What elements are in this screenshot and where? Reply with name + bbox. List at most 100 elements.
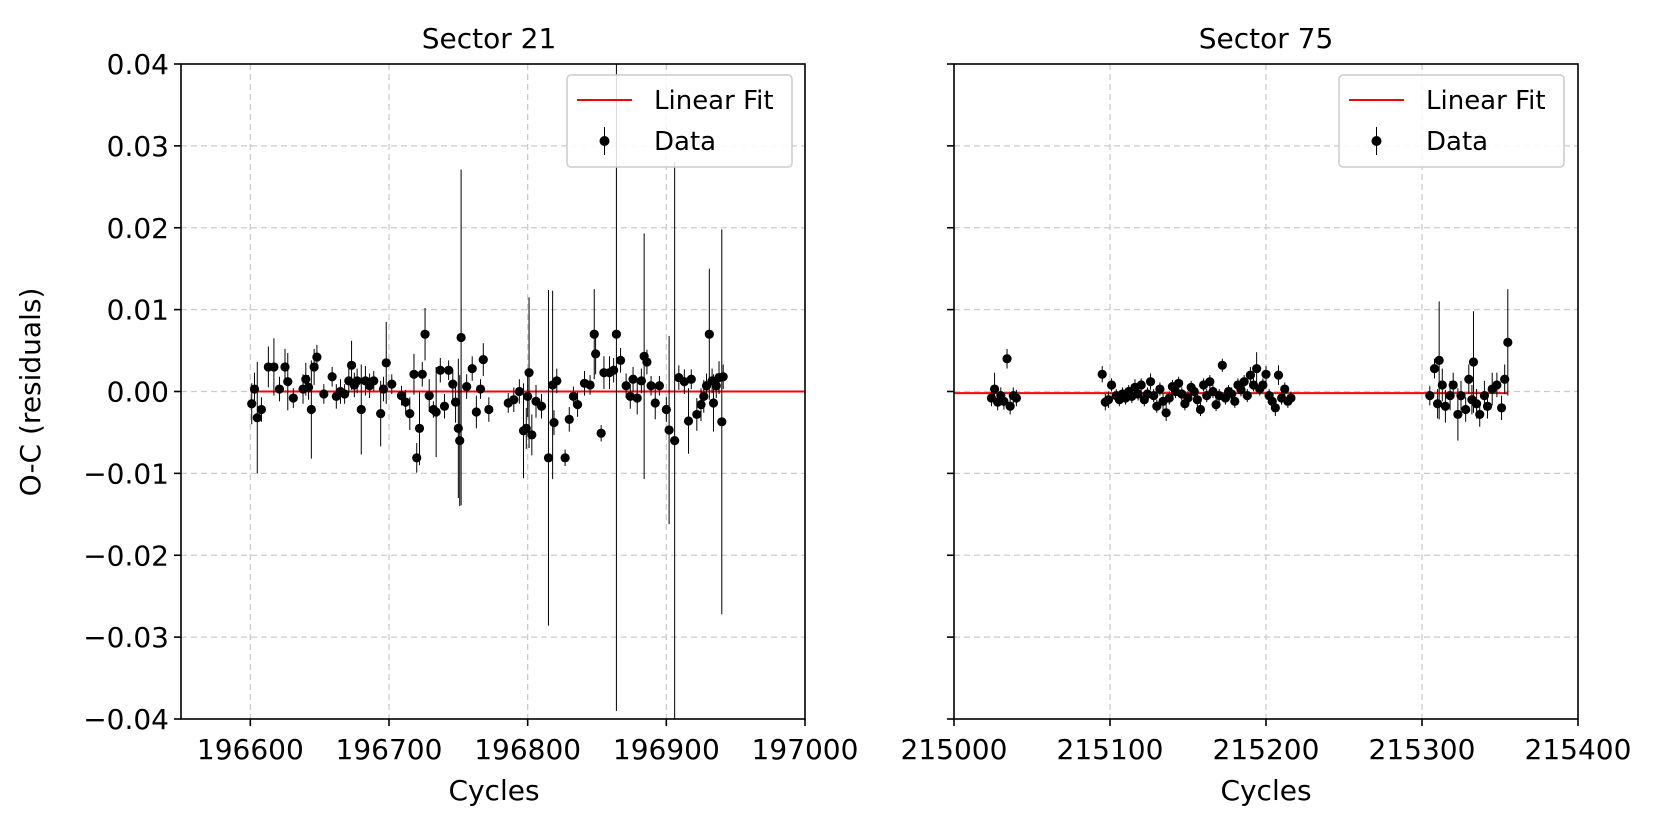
data-point [405, 409, 415, 419]
data-point [409, 369, 419, 379]
data-point [1245, 370, 1255, 380]
data-point [1133, 389, 1143, 399]
data-point [319, 389, 329, 399]
data-point [1453, 409, 1463, 420]
data-point [478, 354, 488, 365]
data-point [1500, 374, 1510, 384]
legend-data-marker [599, 136, 610, 146]
x-tick-label: 197000 [752, 733, 859, 766]
data-point [1270, 403, 1280, 413]
y-tick-label: −0.04 [83, 703, 169, 736]
data-point [1155, 384, 1165, 394]
y-tick-label: 0.00 [107, 376, 169, 409]
data-point [381, 358, 391, 368]
data-point [699, 391, 709, 402]
data-point [596, 428, 606, 438]
legend-data-label: Data [654, 127, 716, 157]
data-point [475, 384, 486, 394]
data-point [1103, 395, 1114, 405]
data-point [514, 386, 524, 397]
data-point [1236, 385, 1246, 395]
x-tick-label: 215400 [1525, 733, 1632, 766]
data-point [589, 329, 599, 339]
data-point [1239, 377, 1249, 387]
data-point [679, 377, 689, 387]
data-point [1496, 403, 1507, 413]
data-point [417, 369, 427, 379]
x-tick-label: 196700 [336, 733, 443, 766]
legend-box [566, 74, 793, 168]
data-point [1437, 380, 1447, 390]
data-point [686, 374, 696, 384]
data-point [1145, 377, 1156, 387]
data-point [560, 453, 570, 463]
data-point [989, 384, 1000, 394]
x-tick-label: 215100 [1057, 733, 1164, 766]
data-point [456, 332, 466, 343]
data-point [621, 381, 631, 391]
data-point [1195, 404, 1206, 415]
data-point [1152, 401, 1162, 411]
data-point [462, 381, 472, 392]
data-point [369, 376, 379, 386]
data-point [1464, 374, 1474, 384]
data-point [312, 352, 322, 362]
legend-linear-fit-label: Linear Fit [1426, 86, 1546, 116]
data-point [269, 362, 279, 372]
data-point [448, 379, 458, 389]
data-point [568, 391, 579, 402]
data-point [1230, 396, 1240, 406]
data-point [439, 401, 450, 411]
data-point [346, 360, 357, 370]
panel-title: Sector 75 [1199, 22, 1334, 55]
y-tick-label: 0.03 [107, 130, 169, 163]
data-point [412, 453, 422, 463]
data-point [356, 404, 366, 415]
data-point [1280, 384, 1290, 394]
data-point [591, 349, 601, 359]
data-point [625, 391, 635, 402]
x-tick-label: 196900 [613, 733, 720, 766]
data-point [484, 404, 494, 415]
data-point [524, 368, 534, 378]
data-point [1217, 360, 1227, 370]
data-point [1242, 390, 1252, 401]
legend-linear-fit-label: Linear Fit [654, 86, 774, 116]
data-point [1002, 354, 1012, 364]
data-point [396, 390, 407, 401]
data-point [1273, 370, 1284, 380]
x-tick-label: 196600 [197, 733, 304, 766]
data-point [249, 384, 260, 394]
data-point [435, 365, 445, 375]
data-point [431, 407, 441, 417]
data-point [632, 393, 642, 403]
data-point [708, 398, 719, 408]
y-tick-label: −0.03 [83, 621, 169, 654]
data-point [683, 416, 694, 426]
legend: Linear Fit Data [1338, 74, 1565, 168]
data-point [1456, 390, 1466, 401]
data-point [256, 404, 267, 415]
data-point [252, 413, 262, 423]
data-point [509, 395, 519, 405]
data-point [306, 404, 316, 415]
data-point [1433, 399, 1443, 409]
data-point [664, 425, 674, 435]
data-point [453, 423, 463, 433]
data-point [1448, 380, 1458, 390]
data-point [1149, 390, 1159, 401]
data-point [615, 355, 626, 365]
data-point [609, 365, 619, 375]
data-point [414, 423, 425, 433]
data-point [1097, 369, 1107, 379]
legend-data-marker [1371, 136, 1382, 146]
data-point [636, 376, 646, 386]
data-point [1425, 390, 1435, 401]
data-point [420, 329, 430, 339]
data-point [1445, 390, 1455, 401]
x-axis-label: Cycles [448, 774, 539, 807]
y-tick-label: −0.02 [83, 539, 169, 572]
x-tick-label: 215000 [901, 733, 1008, 766]
data-point [564, 414, 574, 424]
